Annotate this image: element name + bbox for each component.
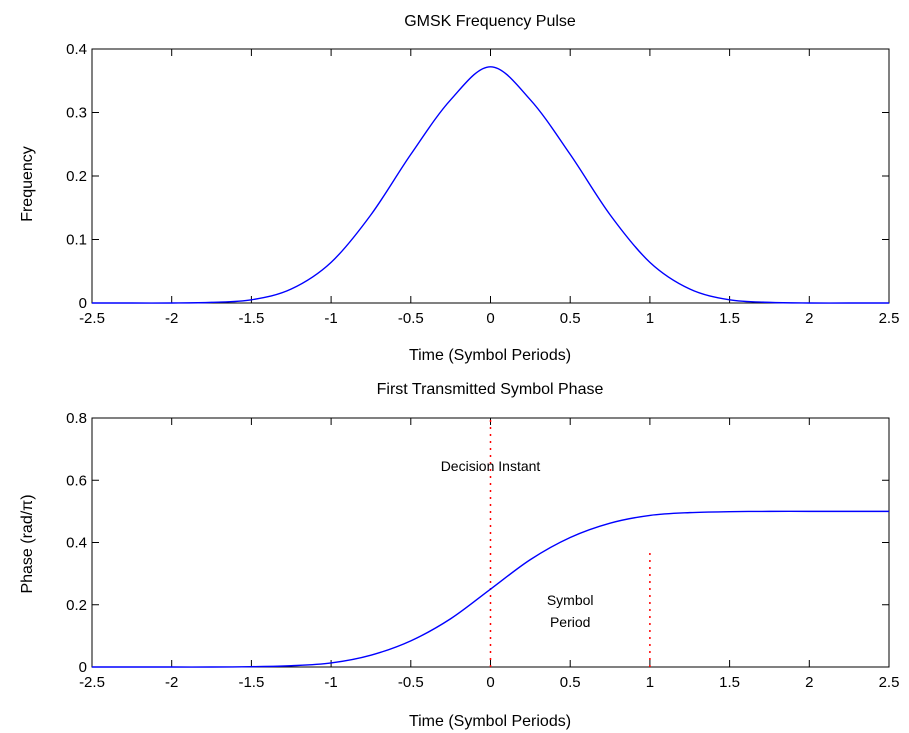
- y-axis-label: Phase (rad/π): [19, 494, 36, 593]
- x-tick-label: -1.5: [238, 674, 264, 691]
- y-tick-label: 0.4: [66, 535, 87, 552]
- x-tick-label: 2.5: [879, 310, 900, 327]
- y-axis-label: Frequency: [19, 146, 36, 222]
- y-tick-label: 0.3: [66, 105, 87, 122]
- y-tick-label: 0.6: [66, 472, 87, 489]
- x-tick-label: -1: [324, 310, 337, 327]
- x-tick-label: 1: [646, 674, 654, 691]
- x-tick-label: -1: [324, 674, 337, 691]
- x-tick-label: 0.5: [560, 674, 581, 691]
- x-tick-label: -0.5: [398, 310, 424, 327]
- y-tick-label: 0: [79, 659, 87, 676]
- x-tick-label: 2: [805, 674, 813, 691]
- annotation: Decision Instant: [441, 458, 541, 474]
- x-tick-label: 1: [646, 310, 654, 327]
- x-tick-label: -2: [165, 310, 178, 327]
- y-tick-label: 0: [79, 295, 87, 312]
- x-axis-label: Time (Symbol Periods): [409, 347, 571, 364]
- frequency-pulse-chart: GMSK Frequency Pulse Time (Symbol Period…: [19, 13, 899, 364]
- chart-title: First Transmitted Symbol Phase: [377, 381, 604, 398]
- x-tick-label: 0: [486, 674, 494, 691]
- x-tick-label: 2: [805, 310, 813, 327]
- annotation: Symbol Period: [547, 592, 594, 630]
- x-tick-label: -2.5: [79, 674, 105, 691]
- x-tick-label: 1.5: [719, 674, 740, 691]
- y-tick-label: 0.1: [66, 232, 87, 249]
- y-tick-label: 0.4: [66, 41, 87, 58]
- plot-frame: [91, 48, 890, 304]
- x-tick-label: 0: [486, 310, 494, 327]
- x-axis-label: Time (Symbol Periods): [409, 713, 571, 730]
- y-tick-label: 0.2: [66, 597, 87, 614]
- x-tick-label: -2: [165, 674, 178, 691]
- chart-title: GMSK Frequency Pulse: [404, 13, 576, 30]
- y-tick-label: 0.8: [66, 410, 87, 427]
- x-tick-label: 1.5: [719, 310, 740, 327]
- x-tick-label: 2.5: [879, 674, 900, 691]
- x-tick-label: -1.5: [238, 310, 264, 327]
- series-line: [92, 66, 889, 304]
- x-tick-label: 0.5: [560, 310, 581, 327]
- series-line: [91, 510, 889, 668]
- symbol-phase-chart: First Transmitted Symbol Phase Time (Sym…: [19, 381, 899, 730]
- y-tick-label: 0.2: [66, 168, 87, 185]
- x-tick-label: -0.5: [398, 674, 424, 691]
- x-tick-label: -2.5: [79, 310, 105, 327]
